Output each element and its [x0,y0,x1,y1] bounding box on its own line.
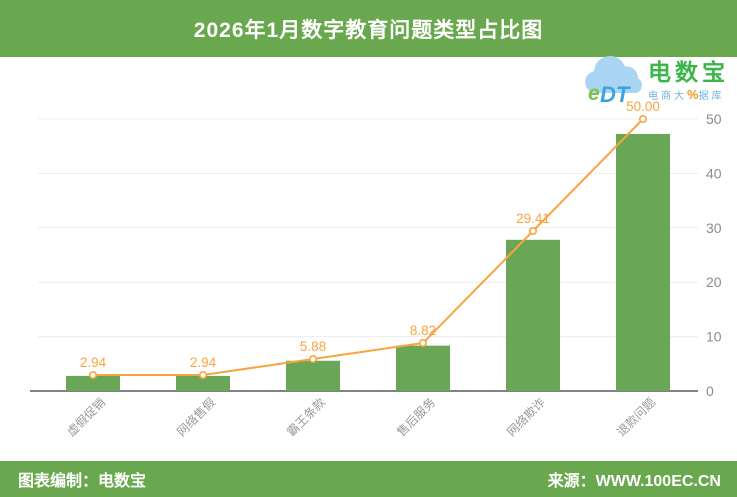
bar-6 [616,133,670,391]
y-axis-tick-label: 40 [706,165,722,181]
bar-2 [176,375,230,391]
x-axis-label: 退款问题 [614,395,658,439]
bar-5 [506,239,560,391]
data-label: 50.00 [626,99,660,114]
y-axis-tick-label: 20 [706,274,722,290]
data-point [199,371,208,380]
data-label: 2.94 [80,355,107,370]
x-axis-label: 售后服务 [394,395,439,440]
page-title: 2026年1月数字教育问题类型占比图 [193,18,544,42]
chart-footer-bar: 图表编制：电数宝 来源：WWW.100EC.CN [0,461,737,497]
footer-source: 来源：WWW.100EC.CN [547,473,721,490]
line-series [93,118,644,377]
brand-logo: e DT 电数宝 电商大% 据库 [582,53,734,111]
cloud-logo-icon: e DT [582,53,646,109]
data-point [418,339,427,348]
footer-credit: 图表编制：电数宝 [18,473,147,490]
bar-3 [286,360,340,391]
data-label: 2.94 [190,355,217,370]
data-label: 5.88 [300,339,326,354]
data-point [638,115,647,124]
x-axis-label: 网络欺诈 [504,395,549,440]
logo-tagline: 电商大% 据库 [648,87,725,102]
chart-title-bar: 2026年1月数字教育问题类型占比图 [0,0,737,57]
x-axis-label: 网络售假 [174,395,219,440]
y-axis-tick-label: 10 [706,329,722,345]
data-label: 29.41 [516,211,550,226]
data-point [528,227,537,236]
logo-letters-dt: DT [600,82,631,107]
logo-brand-name: 电数宝 [648,59,729,85]
x-axis-label: 霸王条款 [284,395,328,439]
y-axis-tick-label: 50 [706,111,722,127]
bar-1 [66,375,120,391]
percent-glyph: % [687,87,699,102]
data-point [308,355,317,364]
bar-4 [396,345,450,391]
x-axis-label: 虚假促销 [64,395,108,439]
data-point [89,371,98,380]
data-label: 8.82 [410,323,436,338]
y-axis-tick-label: 0 [706,383,714,399]
logo-letter-e: e [588,82,600,105]
y-axis-tick-label: 30 [706,220,722,236]
